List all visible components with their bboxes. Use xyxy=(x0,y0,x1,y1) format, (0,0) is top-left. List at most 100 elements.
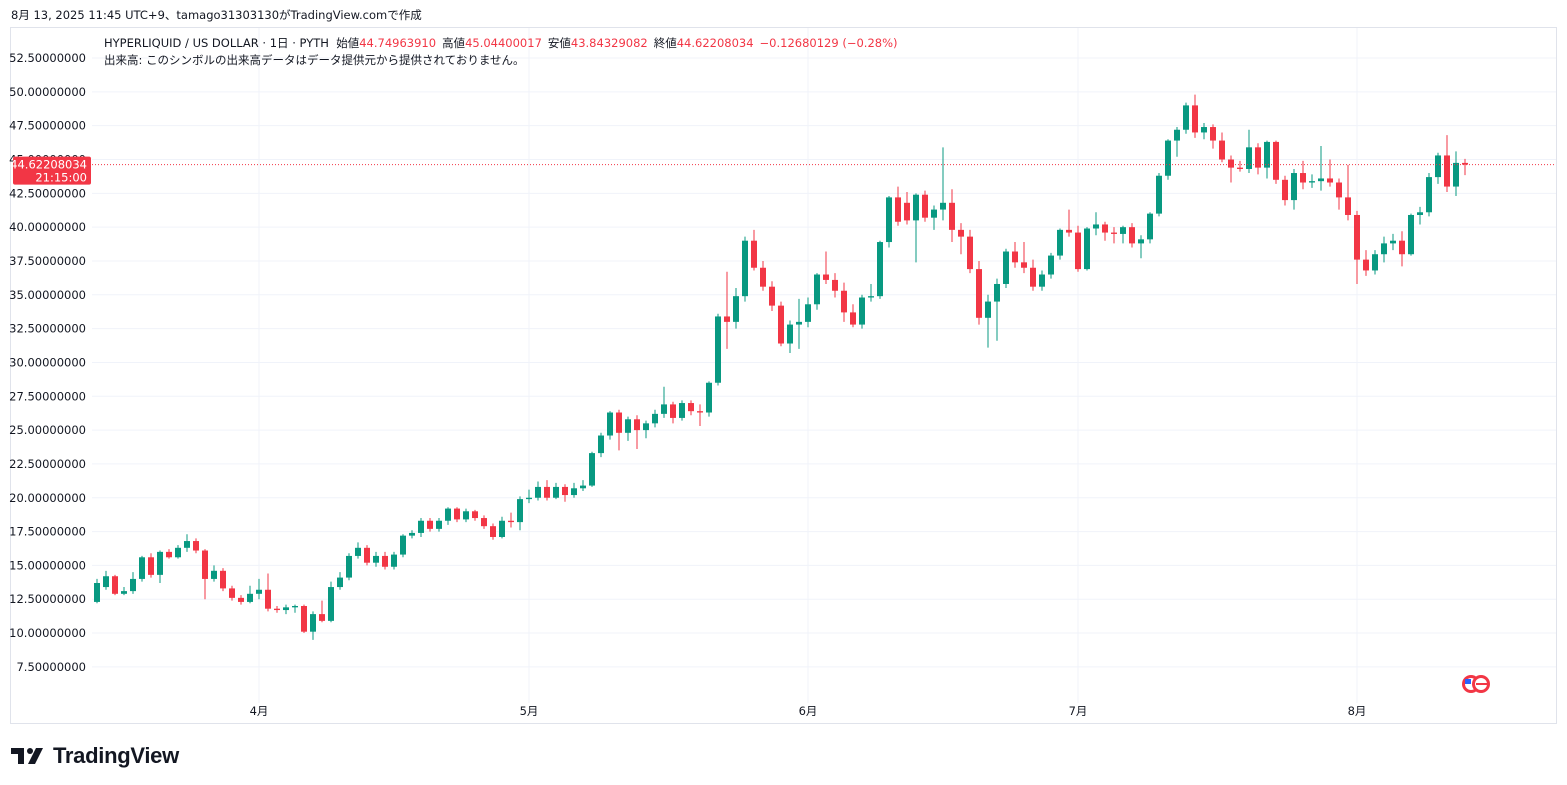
candle-body xyxy=(328,587,334,621)
candle-body xyxy=(877,242,883,297)
flag-icon xyxy=(1462,675,1490,693)
legend-label: 終値 xyxy=(653,36,677,50)
candle-body xyxy=(625,419,631,433)
candle-body xyxy=(1237,167,1243,169)
legend-label: 安値 xyxy=(547,36,571,50)
candle-body xyxy=(1336,182,1342,198)
candle-body xyxy=(778,305,784,344)
candle-body xyxy=(256,589,262,594)
candle-body xyxy=(1273,141,1279,180)
y-tick-label: 40.00000000 xyxy=(9,220,86,234)
candle-body xyxy=(121,591,127,594)
candle-body xyxy=(346,555,352,578)
candle-body xyxy=(1183,105,1189,130)
candle-body xyxy=(535,486,541,498)
candle-body xyxy=(337,577,343,588)
candle-body xyxy=(868,296,874,298)
logo-mark xyxy=(11,748,43,764)
candle-body xyxy=(1120,227,1126,234)
candle-body xyxy=(1111,232,1117,234)
y-tick-label: 7.50000000 xyxy=(16,660,86,674)
y-tick-label: 22.50000000 xyxy=(9,457,86,471)
countdown-label: 21:15:00 xyxy=(35,171,87,185)
last-price-box xyxy=(13,156,91,185)
candle-body xyxy=(229,588,235,598)
candle-body xyxy=(571,488,577,496)
candle-body xyxy=(634,419,640,431)
candle-body xyxy=(751,240,757,268)
candle-body xyxy=(769,286,775,306)
candle-body xyxy=(166,551,172,558)
y-tick-label: 42.50000000 xyxy=(9,186,86,200)
legend-value: 43.84329082 xyxy=(570,36,648,50)
candle-body xyxy=(1390,240,1396,244)
x-tick-label: 8月 xyxy=(1348,704,1367,718)
candle-body xyxy=(1030,267,1036,287)
legend-value: 45.04400017 xyxy=(465,36,542,50)
candle-body xyxy=(202,550,208,579)
candle-body xyxy=(1174,129,1180,141)
candle-body xyxy=(895,197,901,222)
candle-body xyxy=(265,589,271,609)
candle-body xyxy=(562,486,568,496)
candle-body xyxy=(1039,274,1045,287)
candle-body xyxy=(1372,254,1378,271)
candle-body xyxy=(1462,162,1468,165)
candle-body xyxy=(598,435,604,454)
y-tick-label: 12.50000000 xyxy=(9,592,86,606)
candle-body xyxy=(1363,259,1369,271)
y-tick-label: 25.00000000 xyxy=(9,423,86,437)
candle-body xyxy=(1309,181,1315,183)
candle-body xyxy=(1003,251,1009,284)
candle-body xyxy=(1219,140,1225,160)
candle-body xyxy=(913,194,919,221)
y-tick-label: 52.50000000 xyxy=(9,51,86,65)
candle-body xyxy=(463,511,469,520)
logo-text: TradingView xyxy=(53,743,179,768)
y-tick-label: 30.00000000 xyxy=(9,355,86,369)
logo: TradingView xyxy=(11,742,179,770)
y-tick-label: 17.50000000 xyxy=(9,525,86,539)
candle-body xyxy=(436,520,442,529)
last-price-label: 44.62208034 xyxy=(10,158,87,172)
candle-body xyxy=(1300,173,1306,183)
candle-body xyxy=(1327,178,1333,183)
candle-body xyxy=(1012,251,1018,263)
candle-body xyxy=(445,508,451,521)
candle-body xyxy=(706,382,712,413)
candle-body xyxy=(1417,212,1423,215)
candle-body xyxy=(904,202,910,221)
candle-body xyxy=(1354,214,1360,260)
x-tick-label: 6月 xyxy=(799,704,818,718)
axes: 7.50000000 10.00000000 12.50000000 15.00000… xyxy=(9,51,1556,718)
candle-body xyxy=(958,229,964,237)
candle-body xyxy=(1165,140,1171,176)
y-tick-label: 15.00000000 xyxy=(9,558,86,572)
legend-value: 44.74963910 xyxy=(359,36,437,50)
legend-value: 44.62208034 xyxy=(676,36,754,50)
symbol-legend: HYPERLIQUID / US DOLLAR · 1日 · PYTH 始値44… xyxy=(104,35,904,51)
candle-body xyxy=(1093,224,1099,229)
candle-body xyxy=(850,312,856,325)
y-tick-label: 50.00000000 xyxy=(9,85,86,99)
candle-body xyxy=(193,541,199,551)
candle-body xyxy=(1246,147,1252,169)
candle-body xyxy=(1075,232,1081,270)
candle-body xyxy=(130,578,136,592)
candle-body xyxy=(490,526,496,537)
candle-body xyxy=(661,404,667,414)
candle-body xyxy=(940,202,946,210)
candle-body xyxy=(427,520,433,529)
candle-body xyxy=(184,541,190,548)
created-note: 8月 13, 2025 11:45 UTC+9、tamago31303130がT… xyxy=(11,8,422,22)
candle-body xyxy=(1138,239,1144,244)
candle-body xyxy=(1444,155,1450,187)
candle-body xyxy=(805,304,811,322)
candle-body xyxy=(1021,262,1027,268)
candle-body xyxy=(589,453,595,486)
candle-body xyxy=(1156,175,1162,214)
candle-body xyxy=(319,614,325,621)
x-tick-label: 5月 xyxy=(520,704,539,718)
candle-body xyxy=(1345,197,1351,215)
